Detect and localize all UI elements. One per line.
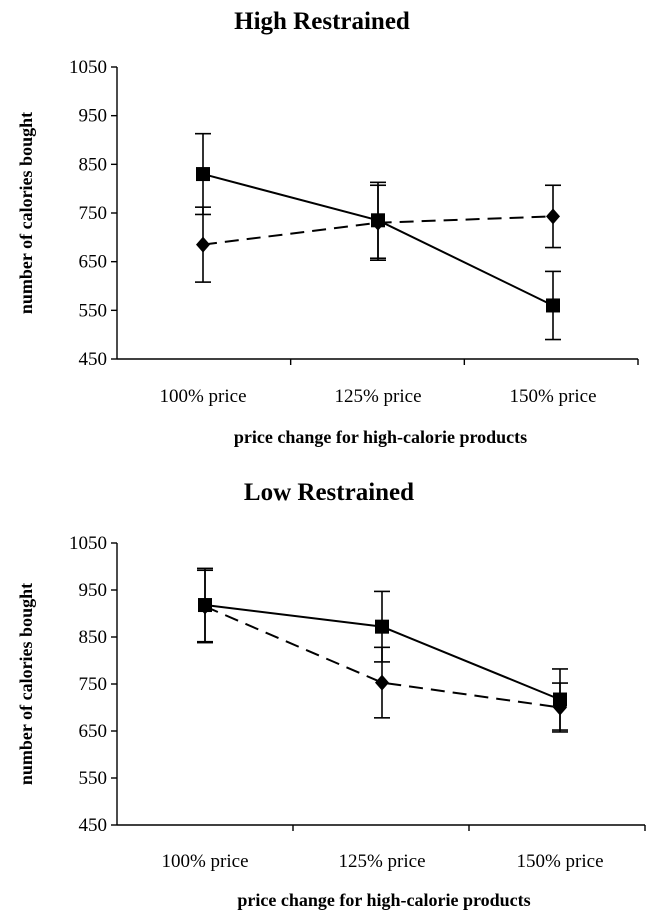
y-tick-label: 650 bbox=[79, 252, 108, 273]
chart-title: High Restrained bbox=[234, 8, 410, 35]
square-marker bbox=[546, 298, 560, 313]
y-tick-label: 850 bbox=[79, 154, 108, 175]
y-tick-label: 450 bbox=[79, 349, 108, 370]
y-tick-label: 650 bbox=[79, 721, 108, 742]
x-tick-label: 150% price bbox=[516, 851, 603, 872]
y-tick-label: 750 bbox=[79, 674, 108, 695]
diamond-marker bbox=[371, 214, 385, 231]
diamond-marker bbox=[198, 598, 212, 615]
y-tick-label: 550 bbox=[79, 768, 108, 789]
square-marker bbox=[196, 167, 210, 182]
y-tick-label: 550 bbox=[79, 300, 108, 321]
x-tick-label: 125% price bbox=[338, 851, 425, 872]
x-tick-label: 100% price bbox=[161, 851, 248, 872]
diamond-marker bbox=[375, 674, 389, 691]
series-diamond bbox=[195, 184, 561, 283]
x-axis-label: price change for high-calorie products bbox=[234, 427, 527, 447]
chart-panel-2: Low Restrained 450 550 650 750 850 950 1050 100%… bbox=[16, 479, 646, 910]
y-axis-label: number of calories bought bbox=[16, 112, 36, 314]
chart-panel-1: High Restrained 450 550 650 750 850 950 1050 100… bbox=[16, 8, 639, 447]
y-tick-label: 1050 bbox=[69, 533, 107, 554]
x-tick-label: 125% price bbox=[334, 386, 421, 407]
y-axis-label: number of calories bought bbox=[16, 583, 36, 785]
y-tick-label: 1050 bbox=[69, 57, 107, 78]
y-tick-label: 750 bbox=[79, 203, 108, 224]
diamond-marker bbox=[546, 208, 560, 225]
diamond-marker bbox=[553, 699, 567, 716]
y-tick-label: 850 bbox=[79, 627, 108, 648]
series-line bbox=[204, 605, 561, 709]
square-marker bbox=[375, 619, 389, 634]
x-tick-label: 150% price bbox=[509, 386, 596, 407]
chart-title: Low Restrained bbox=[244, 479, 414, 506]
y-tick-label: 450 bbox=[79, 815, 108, 836]
x-tick-label: 100% price bbox=[159, 386, 246, 407]
y-tick-label: 950 bbox=[79, 106, 108, 127]
diamond-marker bbox=[196, 236, 210, 253]
x-axis-label: price change for high-calorie products bbox=[237, 890, 530, 910]
series-diamond bbox=[197, 569, 568, 733]
y-tick-label: 950 bbox=[79, 580, 108, 601]
